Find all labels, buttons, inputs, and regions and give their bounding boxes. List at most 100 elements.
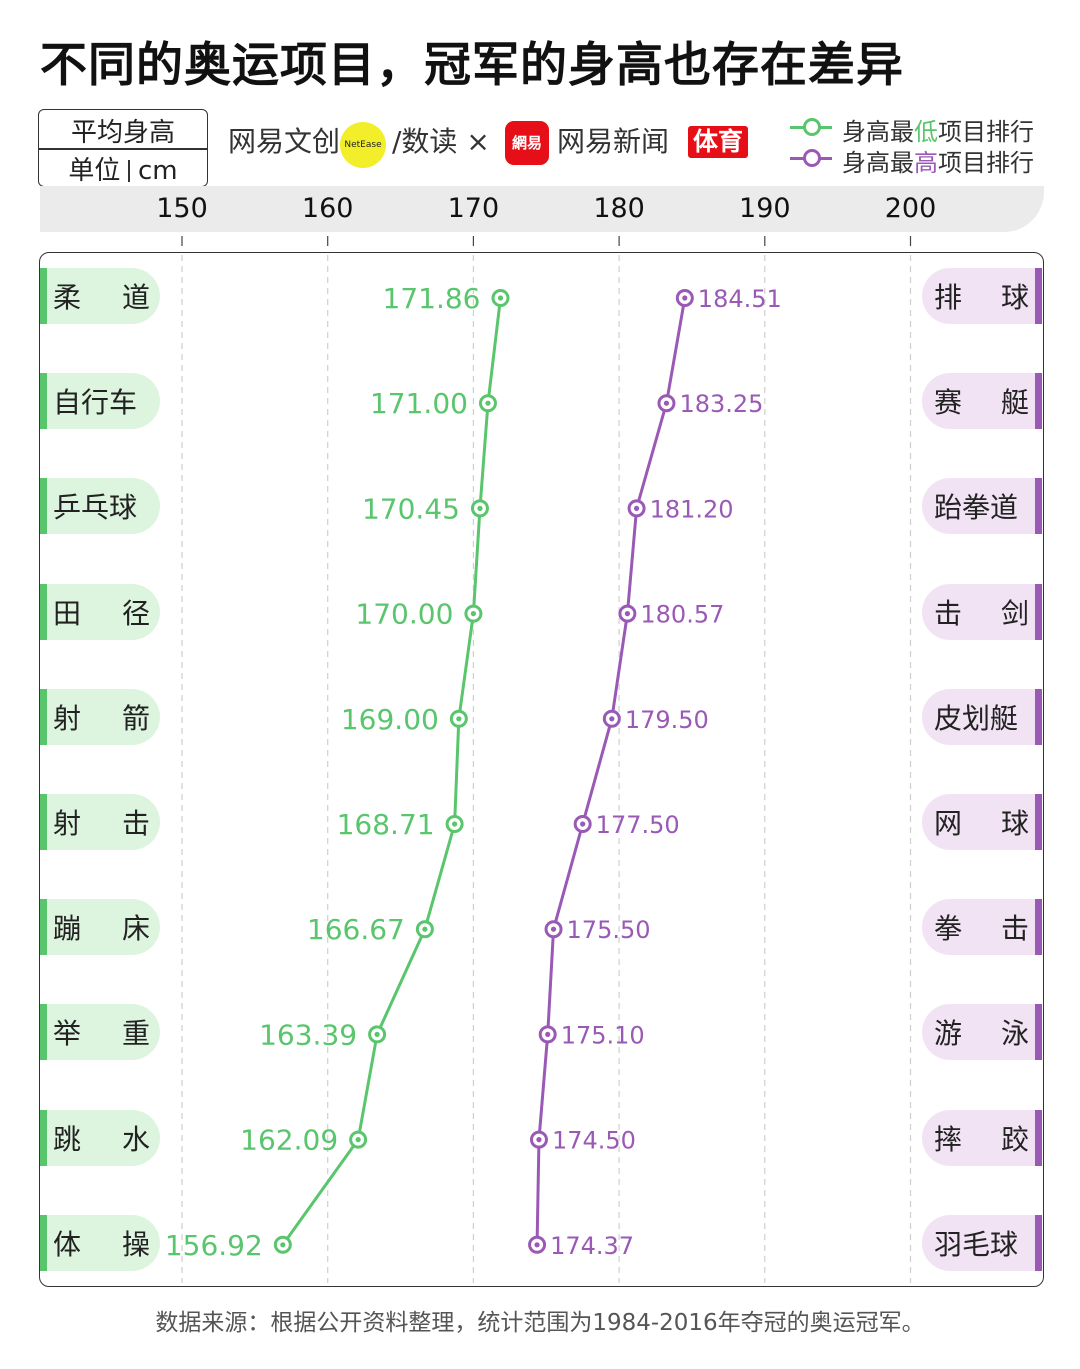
x-axis-band <box>40 186 1044 232</box>
data-point-center <box>497 295 504 301</box>
high-category-label: 网球 <box>922 794 1042 850</box>
category-char: 举 <box>53 1017 82 1051</box>
data-point-center <box>633 505 640 511</box>
legend-low-key: 低 <box>914 118 938 146</box>
category-char: 道 <box>121 281 150 314</box>
x-tick-label: 170 <box>447 193 500 224</box>
unit-value: cm <box>137 156 178 186</box>
x-tick-label: 180 <box>593 193 645 224</box>
legend-low: 身高最低项目排行 <box>790 112 1060 146</box>
low-category-label: 田径 <box>40 583 160 640</box>
category-char: 摔 <box>934 1122 963 1156</box>
unit-box-title: 平均身高 <box>70 118 175 148</box>
data-label: 179.50 <box>625 706 709 734</box>
low-category-label: 体操 <box>40 1214 160 1271</box>
category-char: 赛 <box>934 386 963 420</box>
category-text: 羽毛球 <box>934 1227 1019 1261</box>
data-point-center <box>534 1242 540 1248</box>
data-label: 180.57 <box>640 601 724 629</box>
brand-studio: 网易文创 <box>228 125 341 158</box>
legend-high-label: 身高最高项目排行 <box>842 143 1034 178</box>
category-char: 球 <box>1000 281 1029 314</box>
source-note: 数据来源：根据公开资料整理，统计范围为1984-2016年夺冠的奥运冠军。 <box>155 1310 925 1336</box>
category-char: 泳 <box>1000 1017 1029 1051</box>
category-char: 床 <box>121 912 150 946</box>
legend-low-marker-icon <box>803 118 821 136</box>
data-point-center <box>374 1031 380 1037</box>
data-point-center <box>663 400 670 406</box>
legend-high: 身高最高项目排行 <box>790 143 1060 177</box>
category-char: 重 <box>121 1017 150 1051</box>
high-category-label: 排球 <box>922 268 1042 324</box>
data-point-center <box>682 295 688 301</box>
legend-high-suffix: 项目排行 <box>938 149 1034 177</box>
x-tick-label: 200 <box>884 193 937 224</box>
data-point-center <box>456 716 462 722</box>
low-category-label: 柔道 <box>40 268 160 324</box>
data-point-center <box>422 926 428 932</box>
data-label: 175.50 <box>567 916 651 944</box>
category-text: 自行车 <box>53 386 138 420</box>
category-char: 水 <box>121 1122 150 1156</box>
category-char: 跤 <box>1000 1122 1029 1156</box>
data-label: 170.00 <box>355 598 453 631</box>
category-text: 皮划艇 <box>934 701 1019 735</box>
data-label: 174.50 <box>552 1127 636 1155</box>
data-label: 171.86 <box>383 282 481 315</box>
category-char: 射 <box>53 807 82 840</box>
high-category-label: 皮划艇 <box>922 688 1042 745</box>
x-tick-label: 160 <box>301 193 354 224</box>
high-category-label: 击剑 <box>922 583 1042 640</box>
legend-low-suffix: 项目排行 <box>938 118 1034 146</box>
high-category-label: 摔跤 <box>922 1109 1042 1166</box>
unit-label: 单位 <box>68 156 121 186</box>
high-category-label: 跆拳道 <box>922 478 1042 535</box>
data-label: 166.67 <box>307 913 405 946</box>
data-point-center <box>609 716 615 722</box>
x-tick-label: 190 <box>739 193 791 224</box>
data-label: 168.71 <box>337 808 435 841</box>
low-category-label: 乒乓球 <box>40 478 160 535</box>
brand-news: 网易新闻 <box>557 125 670 158</box>
unit-separator <box>128 160 130 182</box>
data-label: 184.51 <box>698 285 782 313</box>
category-char: 艇 <box>1000 386 1029 420</box>
unit-box: 平均身高 单位 cm <box>38 109 208 187</box>
high-series-line <box>535 297 687 1245</box>
data-label: 170.45 <box>362 492 460 525</box>
legend-low-label: 身高最低项目排行 <box>842 112 1034 147</box>
high-category-label: 羽毛球 <box>922 1214 1042 1271</box>
category-char: 柔 <box>53 281 82 314</box>
low-category-label: 射击 <box>40 794 160 850</box>
x-tick-label: 150 <box>156 193 208 224</box>
data-point-center <box>280 1242 286 1248</box>
data-point-center <box>550 926 557 932</box>
category-char: 田 <box>53 596 82 630</box>
category-char: 球 <box>1000 807 1029 840</box>
unit-box-unit: 单位 cm <box>39 150 207 187</box>
data-point-center <box>545 1031 551 1037</box>
data-point-center <box>355 1137 361 1143</box>
legend-high-prefix: 身高最 <box>842 149 914 177</box>
unit-box-divider <box>39 148 207 150</box>
low-category-label: 跳水 <box>40 1109 160 1166</box>
category-char: 箭 <box>121 701 150 735</box>
category-char: 操 <box>121 1227 150 1261</box>
category-char: 径 <box>121 596 150 630</box>
data-label: 183.25 <box>679 390 763 418</box>
low-category-label: 举重 <box>40 1004 160 1061</box>
data-label: 181.20 <box>650 495 734 523</box>
brand-suffix-text: /数读 <box>392 125 458 158</box>
brand-cross: × <box>466 125 490 158</box>
high-category-label: 赛艇 <box>922 373 1042 430</box>
data-label: 162.09 <box>240 1124 338 1157</box>
data-point-center <box>470 611 476 617</box>
legend-low-prefix: 身高最 <box>842 118 914 146</box>
chart-title: 不同的奥运项目，冠军的身高也存在差异 <box>40 38 904 93</box>
category-char: 排 <box>934 281 963 314</box>
category-text: 乒乓球 <box>53 491 138 525</box>
data-point-center <box>452 821 458 827</box>
category-char: 网 <box>934 807 963 840</box>
legend-high-key: 高 <box>914 149 938 177</box>
